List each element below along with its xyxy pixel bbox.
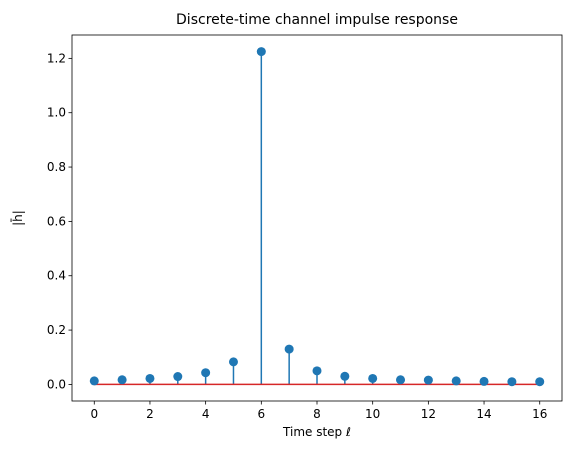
stem-marker [117, 375, 127, 385]
y-tick-label: 0.8 [47, 160, 66, 174]
y-tick-label: 1.2 [47, 51, 66, 65]
stem-marker [507, 377, 517, 387]
plot-frame [71, 34, 563, 402]
stem-marker [201, 368, 211, 378]
stem-marker [451, 376, 461, 386]
stem-marker [396, 375, 406, 385]
y-tick-label: 0.4 [47, 269, 66, 283]
x-tick-label: 0 [90, 407, 98, 421]
x-tick-label: 16 [532, 407, 547, 421]
y-axis-ticks: 0.0 0.2 0.4 0.6 0.8 1.0 1.2 [47, 51, 72, 391]
x-axis-ticks: 0 2 4 6 8 10 12 14 16 [90, 401, 547, 421]
stem-marker [256, 47, 266, 57]
stem-marker [284, 344, 294, 354]
y-tick-label: 0.6 [47, 214, 66, 228]
x-tick-label: 12 [421, 407, 436, 421]
y-tick-label: 0.0 [47, 377, 66, 391]
x-tick-label: 14 [476, 407, 491, 421]
stem-markers [89, 47, 545, 387]
x-tick-label: 8 [313, 407, 321, 421]
chart-title: Discrete-time channel impulse response [176, 12, 458, 28]
stem-marker [89, 376, 99, 386]
stem-marker [173, 372, 183, 382]
x-tick-label: 6 [257, 407, 265, 421]
stem-marker [228, 357, 238, 367]
x-tick-label: 2 [146, 407, 154, 421]
x-axis-label: Time step ℓ [282, 425, 351, 439]
stem-marker [423, 375, 433, 385]
stem-marker [535, 377, 545, 387]
stem-marker [312, 366, 322, 376]
x-tick-label: 4 [202, 407, 210, 421]
y-axis-label: |h̄| [11, 210, 25, 226]
y-tick-label: 1.0 [47, 106, 66, 120]
x-tick-label: 10 [365, 407, 380, 421]
y-tick-label: 0.2 [47, 323, 66, 337]
stem-marker [479, 376, 489, 386]
stem-marker [368, 373, 378, 383]
stem-marker [340, 371, 350, 381]
stem-marker [145, 373, 155, 383]
